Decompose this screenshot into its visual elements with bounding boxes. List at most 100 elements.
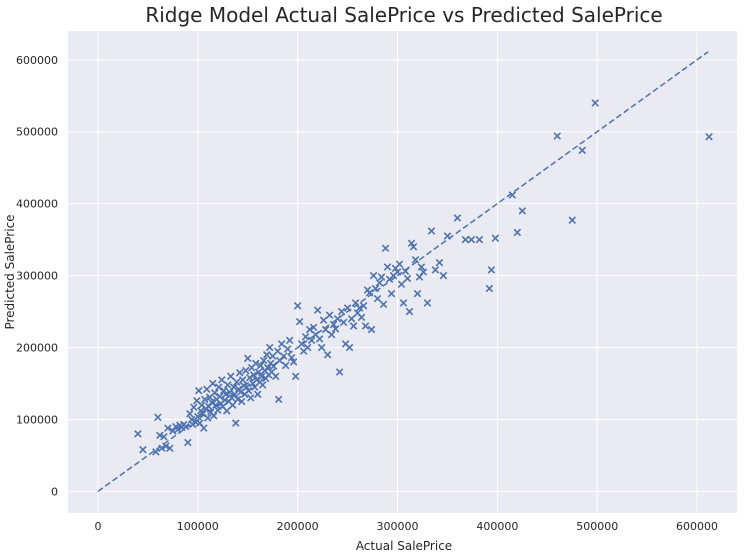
- data-point: [254, 368, 263, 376]
- data-point: [160, 432, 168, 441]
- data-point: [403, 274, 412, 283]
- data-point: [359, 302, 368, 310]
- data-point: [154, 413, 162, 422]
- x-tick-label: 100000: [177, 520, 219, 533]
- x-axis-label: Actual SalePrice: [356, 539, 452, 553]
- data-point: [578, 146, 586, 155]
- data-point: [361, 322, 370, 330]
- data-point: [222, 407, 231, 415]
- data-points: [134, 99, 713, 456]
- data-point: [518, 207, 527, 215]
- data-point: [273, 347, 282, 355]
- data-point: [229, 383, 238, 391]
- data-point: [313, 306, 322, 314]
- y-axis-label: Predicted SalePrice: [3, 214, 17, 329]
- data-point: [297, 340, 306, 348]
- data-point: [568, 216, 577, 224]
- data-point: [423, 299, 432, 307]
- data-point: [395, 260, 404, 268]
- data-point: [405, 307, 414, 316]
- data-point: [203, 385, 211, 394]
- data-point: [238, 376, 247, 384]
- data-point: [443, 232, 452, 240]
- data-point: [333, 314, 342, 323]
- data-point: [335, 368, 344, 376]
- data-point: [285, 336, 294, 345]
- data-point: [317, 343, 326, 352]
- y-tick-label: 600000: [16, 54, 58, 67]
- data-point: [305, 325, 314, 334]
- data-point: [347, 314, 356, 323]
- data-point: [367, 325, 376, 334]
- data-point: [397, 280, 406, 288]
- data-point: [379, 300, 388, 309]
- data-point: [269, 362, 278, 371]
- x-tick-label: 600000: [676, 520, 718, 533]
- data-point: [293, 302, 302, 310]
- data-point: [283, 345, 292, 353]
- data-point: [371, 284, 380, 293]
- x-tick-label: 500000: [576, 520, 618, 533]
- grid-lines: [68, 31, 737, 513]
- data-point: [375, 279, 384, 287]
- data-point: [277, 340, 286, 348]
- data-point: [307, 336, 316, 345]
- data-point: [162, 442, 170, 450]
- data-point: [251, 359, 260, 368]
- data-point: [295, 317, 304, 326]
- data-point: [399, 299, 408, 307]
- data-point: [200, 424, 208, 432]
- x-tick-label: 400000: [476, 520, 518, 533]
- data-point: [169, 427, 177, 435]
- data-point: [246, 394, 255, 402]
- data-point: [343, 304, 352, 312]
- data-point: [215, 383, 223, 391]
- data-point: [182, 422, 190, 431]
- data-point: [244, 386, 253, 395]
- data-point: [323, 350, 332, 359]
- data-point: [485, 284, 494, 293]
- data-point: [431, 266, 440, 274]
- data-point: [365, 289, 374, 297]
- data-point: [279, 352, 288, 360]
- data-point: [319, 316, 328, 324]
- data-point: [236, 388, 245, 396]
- data-point: [152, 448, 160, 456]
- data-point: [327, 330, 336, 339]
- data-point: [214, 406, 222, 414]
- data-point: [190, 403, 198, 412]
- data-point: [329, 320, 338, 329]
- data-point: [289, 358, 298, 366]
- data-point: [211, 389, 219, 397]
- data-point: [287, 353, 296, 362]
- data-point: [164, 424, 172, 432]
- data-point: [204, 414, 212, 422]
- data-point: [513, 228, 522, 237]
- data-point: [475, 235, 484, 244]
- data-point: [134, 430, 142, 438]
- data-point: [265, 343, 274, 352]
- data-point: [221, 390, 230, 399]
- data-point: [209, 379, 217, 388]
- x-tick-labels: 0 100000 200000 300000 400000 500000 600000: [94, 520, 718, 533]
- data-point: [243, 354, 252, 363]
- data-point: [369, 271, 378, 280]
- data-point: [413, 289, 422, 298]
- data-point: [321, 325, 330, 334]
- data-point: [705, 132, 713, 141]
- data-point: [461, 235, 470, 244]
- data-point: [271, 372, 280, 381]
- data-point: [232, 378, 241, 386]
- y-tick-label: 400000: [16, 198, 58, 211]
- data-point: [201, 395, 209, 404]
- data-point: [373, 294, 382, 303]
- data-point: [194, 412, 202, 421]
- data-point: [453, 214, 462, 222]
- x-tick-label: 300000: [377, 520, 419, 533]
- data-point: [216, 392, 224, 401]
- data-point: [439, 271, 448, 280]
- data-point: [411, 256, 420, 264]
- data-point: [301, 332, 310, 341]
- data-point: [393, 268, 402, 276]
